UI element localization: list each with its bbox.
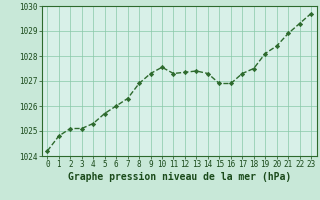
X-axis label: Graphe pression niveau de la mer (hPa): Graphe pression niveau de la mer (hPa) bbox=[68, 172, 291, 182]
